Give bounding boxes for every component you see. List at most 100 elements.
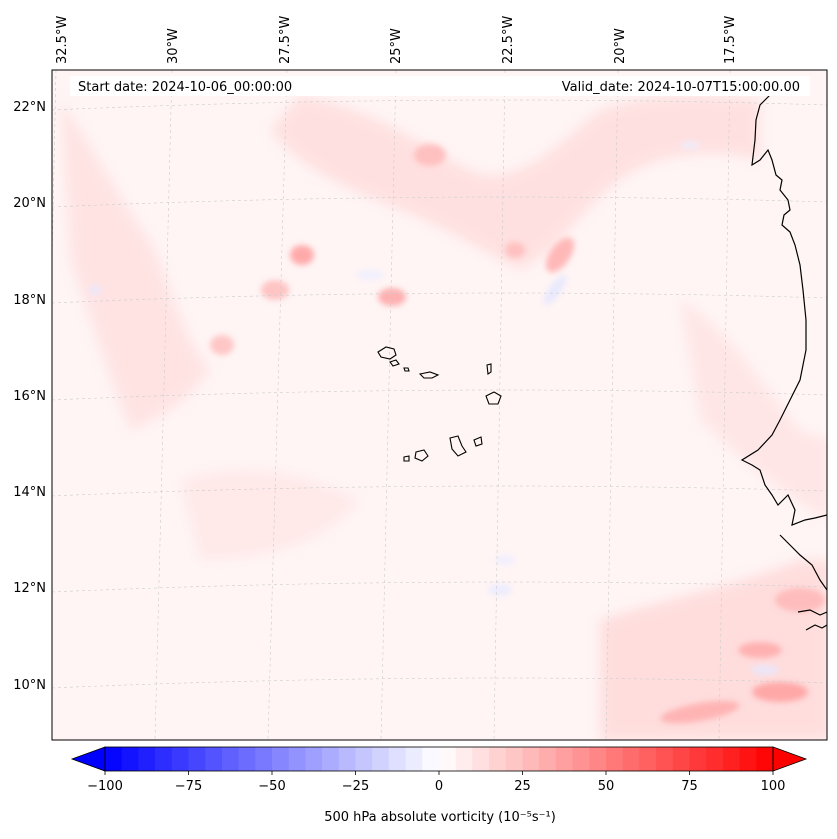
colorbar-cell — [338, 747, 356, 771]
colorbar-tick-label: −100 — [87, 779, 123, 794]
vort-min-5 — [751, 665, 779, 675]
colorbar-cell — [255, 747, 273, 771]
colorbar-ticks: −100 −75 −50 −25 0 25 50 75 100 — [87, 771, 785, 794]
colorbar-tick-label: −25 — [342, 779, 369, 794]
island-santo-antao — [377, 346, 397, 360]
colorbar-cell — [422, 747, 440, 771]
colorbar-cell — [572, 747, 590, 771]
island-boa-vista — [485, 391, 502, 405]
colorbar-cell — [188, 747, 206, 771]
colorbar-title: 500 hPa absolute vorticity (10⁻⁵s⁻¹) — [324, 810, 556, 825]
colorbar-cell — [555, 747, 573, 771]
island-sal — [486, 363, 492, 375]
lat-label: 22°N — [13, 100, 46, 115]
vort-max-2 — [378, 288, 406, 306]
vort-max-1 — [290, 245, 314, 265]
field-band-west — [60, 100, 210, 430]
lat-label: 16°N — [13, 389, 46, 404]
lat-label: 20°N — [13, 196, 46, 211]
info-strip — [70, 76, 810, 96]
colorbar-cell — [288, 747, 306, 771]
colorbar-cell — [505, 747, 523, 771]
lon-label: 25°W — [389, 28, 404, 64]
colorbar-cell — [656, 747, 674, 771]
colorbar-cell — [606, 747, 624, 771]
colorbar-cell — [105, 747, 123, 771]
start-date-label: Start date: 2024-10-06_00:00:00 — [78, 80, 292, 95]
latitude-labels: 22°N 20°N 18°N 16°N 14°N 12°N 10°N — [13, 100, 46, 693]
vort-max-11 — [505, 242, 525, 258]
vorticity-field — [52, 70, 827, 740]
lat-label: 14°N — [13, 485, 46, 500]
colorbar-cell — [689, 747, 707, 771]
colorbar-tick-label: −50 — [258, 779, 285, 794]
map-panel: Start date: 2024-10-06_00:00:00 Valid_da… — [51, 69, 828, 741]
vort-max-9 — [738, 642, 782, 658]
colorbar-cell — [739, 747, 757, 771]
lat-label: 10°N — [13, 678, 46, 693]
colorbar-cell — [589, 747, 607, 771]
colorbar-cell — [171, 747, 189, 771]
colorbar-cell — [539, 747, 557, 771]
lon-label: 17.5°W — [723, 16, 738, 64]
field-band-northeast — [270, 94, 760, 270]
lat-label: 12°N — [13, 581, 46, 596]
colorbar-low-extend-arrow — [70, 746, 106, 772]
island-fogo — [414, 449, 429, 462]
field-band-east-coast — [680, 300, 827, 519]
lon-label: 30°W — [166, 28, 181, 64]
graticule — [52, 70, 827, 740]
colorbar-tick-label: 100 — [761, 779, 786, 794]
colorbar-cell — [672, 747, 690, 771]
colorbar-cell — [238, 747, 256, 771]
colorbar-cell — [322, 747, 340, 771]
colorbar-cell — [472, 747, 490, 771]
island-santa-luzia — [403, 367, 410, 372]
colorbar-tick-label: 0 — [435, 779, 443, 794]
valid-date-label: Valid_date: 2024-10-07T15:00:00.00 — [562, 80, 800, 95]
colorbar-cell — [355, 747, 373, 771]
island-brava — [403, 455, 410, 462]
colorbar-cell — [221, 747, 239, 771]
colorbar-tick-label: 75 — [681, 779, 698, 794]
vort-max-4 — [261, 280, 289, 300]
vort-min-4 — [89, 285, 101, 295]
colorbar-cell — [489, 747, 507, 771]
lon-label: 20°W — [613, 28, 628, 64]
colorbar-cell — [622, 747, 640, 771]
cape-verde-islands — [377, 346, 502, 462]
vort-max-3 — [414, 144, 446, 166]
longitude-labels: 32.5°W 30°W 27.5°W 25°W 22.5°W 20°W 17.5… — [55, 16, 738, 64]
colorbar: −100 −75 −50 −25 0 25 50 75 100 500 hPa absolute… — [70, 746, 808, 825]
colorbar-cell — [639, 747, 657, 771]
colorbar-cell — [372, 747, 390, 771]
vort-min-6 — [356, 270, 384, 280]
colorbar-cell — [522, 747, 540, 771]
colorbar-cell — [388, 747, 406, 771]
vort-max-10 — [775, 588, 825, 612]
colorbar-cells — [105, 747, 774, 771]
african-coastline — [740, 94, 827, 631]
lon-label: 27.5°W — [278, 16, 293, 64]
colorbar-cell — [272, 747, 290, 771]
lon-label: 32.5°W — [55, 16, 70, 64]
vort-min-1 — [543, 274, 567, 306]
vort-min-2 — [488, 584, 512, 596]
lon-label: 22.5°W — [501, 16, 516, 64]
colorbar-cell — [121, 747, 139, 771]
lat-label: 18°N — [13, 293, 46, 308]
colorbar-tick-label: 50 — [598, 779, 615, 794]
colorbar-cell — [138, 747, 156, 771]
vort-max-5 — [210, 335, 234, 355]
vort-max-7 — [752, 682, 808, 702]
colorbar-tick-label: −75 — [175, 779, 202, 794]
colorbar-cell — [756, 747, 774, 771]
colorbar-high-extend-arrow — [772, 746, 808, 772]
map-frame — [51, 69, 828, 741]
island-santiago — [449, 435, 467, 457]
island-sao-nicolau — [418, 371, 440, 379]
colorbar-cell — [439, 747, 457, 771]
colorbar-cell — [205, 747, 223, 771]
field-band-central — [180, 469, 360, 560]
